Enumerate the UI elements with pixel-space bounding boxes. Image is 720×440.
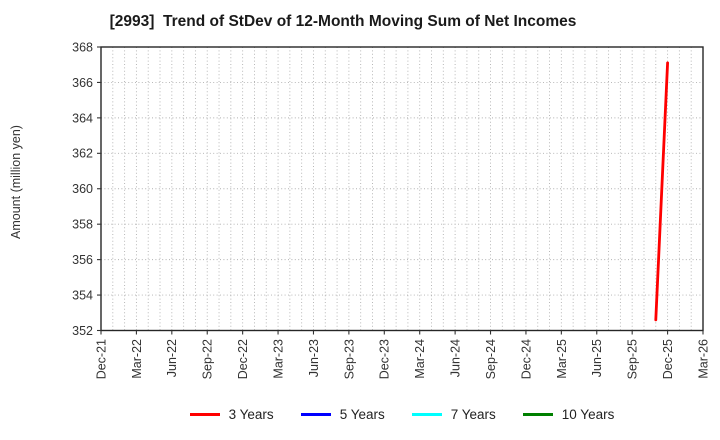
plot-frame: [100, 46, 704, 332]
x-tick-label: Dec-22: [236, 339, 250, 379]
legend-item-5-years: 5 Years: [300, 407, 385, 422]
legend-label-5-years: 5 Years: [339, 407, 385, 422]
y-tick-label: 366: [72, 76, 93, 90]
legend: 3 Years 5 Years 7 Years 10 Years: [101, 407, 703, 422]
y-tick-label: 364: [72, 111, 93, 125]
y-tick-label: 368: [72, 40, 93, 54]
x-tick-label: Jun-22: [165, 339, 179, 377]
x-tick-label: Dec-24: [519, 339, 533, 379]
x-tick-label: Mar-24: [413, 339, 427, 379]
legend-line-7-years-icon: [411, 413, 442, 416]
x-tick-label: Sep-23: [342, 339, 356, 379]
legend-label-3-years: 3 Years: [228, 407, 274, 422]
legend-line-5-years-icon: [300, 413, 331, 416]
legend-item-3-years: 3 Years: [189, 407, 274, 422]
x-tick-label: Dec-23: [378, 339, 392, 379]
x-tick-label: Mar-23: [271, 339, 285, 379]
y-tick-label: 354: [72, 288, 93, 302]
legend-item-7-years: 7 Years: [411, 407, 496, 422]
y-tick-label: 352: [72, 324, 93, 338]
x-tick-label: Jun-25: [590, 339, 604, 377]
legend-label-7-years: 7 Years: [450, 407, 496, 422]
x-tick-label: Dec-25: [661, 339, 675, 379]
legend-label-10-years: 10 Years: [561, 407, 615, 422]
x-tick-label: Mar-22: [130, 339, 144, 379]
series-line-3-years: [654, 61, 669, 322]
y-tick-label: 356: [72, 253, 93, 267]
x-tick-label: Mar-25: [555, 339, 569, 379]
x-tick-label: Mar-26: [696, 339, 710, 379]
y-tick-label: 358: [72, 218, 93, 232]
x-tick-label: Jun-23: [307, 339, 321, 377]
chart-title: [2993] Trend of StDev of 12-Month Moving…: [109, 13, 577, 30]
x-tick-label: Dec-21: [94, 339, 108, 379]
x-tick-label: Sep-25: [626, 339, 640, 379]
y-tick-label: 360: [72, 182, 93, 196]
y-tick-label: 362: [72, 147, 93, 161]
x-tick-label: Jun-24: [449, 339, 463, 377]
x-tick-label: Sep-22: [201, 339, 215, 379]
legend-line-3-years-icon: [189, 413, 220, 416]
legend-item-10-years: 10 Years: [522, 407, 615, 422]
legend-line-10-years-icon: [522, 413, 553, 416]
x-tick-label: Sep-24: [484, 339, 498, 379]
